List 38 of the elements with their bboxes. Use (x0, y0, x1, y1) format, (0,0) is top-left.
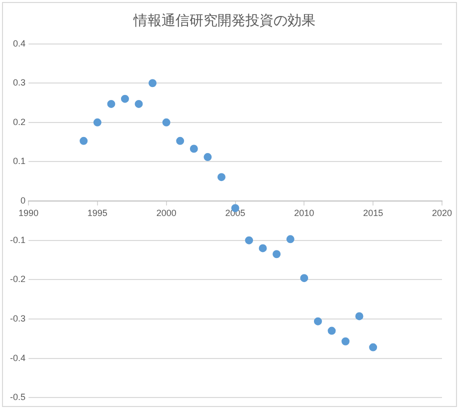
y-tick-label: 0.3 (12, 78, 26, 88)
x-tick-label: 2015 (363, 208, 384, 218)
point (342, 337, 350, 346)
y-tick-label: 0.4 (12, 38, 26, 48)
point (162, 118, 170, 126)
point (300, 274, 308, 282)
point (93, 118, 102, 126)
y-tick-label: 0 (20, 196, 26, 206)
x-tick-label: 2000 (156, 208, 176, 218)
y-tick-label: -0.4 (10, 352, 26, 363)
y-tick-label: 0.1 (12, 156, 26, 166)
x-tick-label: 1990 (18, 208, 39, 218)
y-tick-label: -0.2 (10, 274, 26, 284)
point (107, 100, 116, 108)
x-tick-label: 2010 (294, 208, 314, 218)
y-tick-label: -0.1 (10, 234, 26, 245)
x-tick-label: 1995 (87, 208, 108, 218)
point (286, 235, 294, 244)
x-tick-label: 2020 (432, 208, 452, 218)
chart-title: 情報通信研究開発投資の効果 (132, 13, 316, 30)
point (272, 250, 281, 258)
y-tick-label: 0.2 (12, 116, 26, 127)
point (204, 153, 212, 162)
point (120, 94, 129, 103)
point (190, 144, 198, 153)
point (176, 136, 184, 145)
point (217, 173, 226, 182)
point (148, 79, 157, 88)
y-tick-label: -0.3 (10, 313, 26, 324)
point (80, 136, 88, 145)
point (134, 100, 143, 108)
point (258, 244, 267, 252)
point (355, 312, 364, 320)
point (369, 343, 378, 352)
y-tick-label: -0.5 (10, 392, 26, 402)
point (245, 236, 254, 244)
point (328, 326, 336, 335)
point (314, 317, 322, 326)
